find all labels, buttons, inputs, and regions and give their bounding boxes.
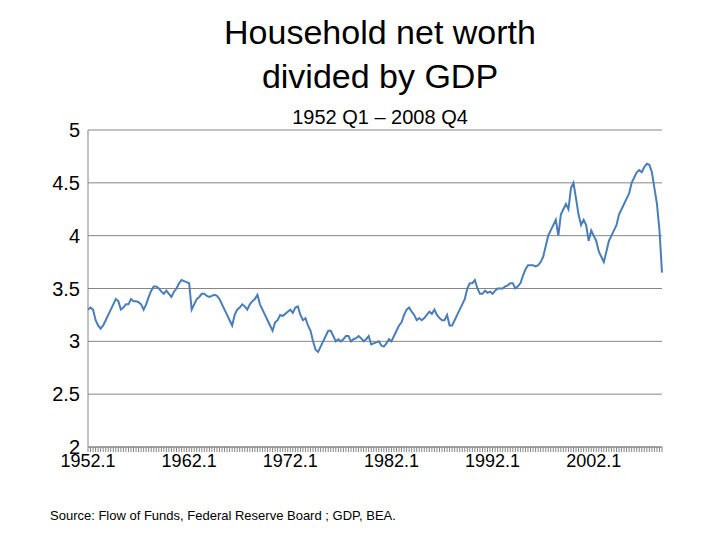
svg-text:1992.1: 1992.1 [465, 451, 520, 471]
svg-text:2: 2 [69, 436, 80, 458]
svg-text:2.5: 2.5 [52, 383, 80, 405]
svg-text:4.5: 4.5 [52, 172, 80, 194]
svg-text:1952.1: 1952.1 [60, 450, 116, 471]
svg-text:3: 3 [69, 330, 80, 352]
html-text:Source: Flow of Funds, Federal: Source: Flow of Funds, Federal Reserve B… [50, 508, 396, 523]
html-text:1952 Q1 – 2008 Q4: 1952 Q1 – 2008 Q4 [292, 106, 468, 128]
html-text:Household net worth divided by: Household net worth divided by GDP [224, 13, 536, 95]
svg-text:1972.1: 1972.1 [263, 451, 318, 471]
svg-text:1962.1: 1962.1 [162, 451, 217, 471]
svg-text:1982.1: 1982.1 [364, 451, 419, 471]
svg-text:3.5: 3.5 [52, 278, 80, 300]
svg-text:5: 5 [69, 119, 80, 141]
svg-text:2002.1: 2002.1 [566, 451, 621, 471]
svg-text:4: 4 [69, 225, 80, 247]
